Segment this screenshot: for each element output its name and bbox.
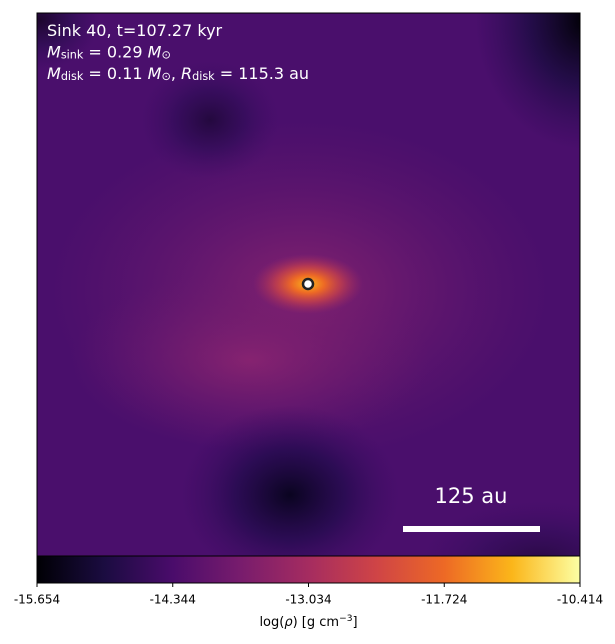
density-map: [37, 13, 580, 556]
colorbar-label: log(ρ) [g cm−3]: [259, 614, 357, 630]
text-run: ⊙: [161, 48, 170, 61]
text-run: M: [148, 42, 162, 61]
text-run: ) [g cm: [293, 615, 339, 630]
colorbar-tick-label: -13.034: [285, 593, 331, 607]
text-run: ,: [171, 64, 181, 83]
annotation: Mdisk = 0.11 M⊙, Rdisk = 115.3 au: [47, 64, 309, 83]
colorbar-tick-label: -14.344: [150, 593, 196, 607]
annotation: Sink 40, t=107.27 kyr: [47, 21, 223, 40]
text-run: sink: [61, 48, 84, 61]
text-run: = 0.11: [83, 64, 147, 83]
colorbar-tick-label: -10.414: [557, 593, 603, 607]
text-run: = 0.29: [83, 42, 147, 61]
annotation: Msink = 0.29 M⊙: [47, 42, 171, 61]
text-run: M: [47, 64, 61, 83]
text-run: ρ: [284, 615, 293, 630]
text-run: log(: [259, 615, 284, 630]
text-run: ⊙: [161, 70, 170, 83]
scale-bar-label: 125 au: [435, 484, 508, 508]
text-run: = 115.3 au: [215, 64, 309, 83]
text-run: −3: [339, 614, 353, 624]
text-run: R: [181, 64, 192, 83]
text-run: M: [47, 42, 61, 61]
colorbar-tick-label: -15.654: [14, 593, 60, 607]
text-run: M: [148, 64, 162, 83]
text-run: disk: [61, 70, 84, 83]
text-run: disk: [192, 70, 215, 83]
text-run: ]: [352, 615, 357, 630]
text-run: Sink 40, t=107.27 kyr: [47, 21, 223, 40]
scale-bar: [403, 526, 540, 532]
colorbar: [36, 555, 581, 584]
colorbar-tick-label: -11.724: [421, 593, 467, 607]
sink-marker: [301, 277, 315, 291]
